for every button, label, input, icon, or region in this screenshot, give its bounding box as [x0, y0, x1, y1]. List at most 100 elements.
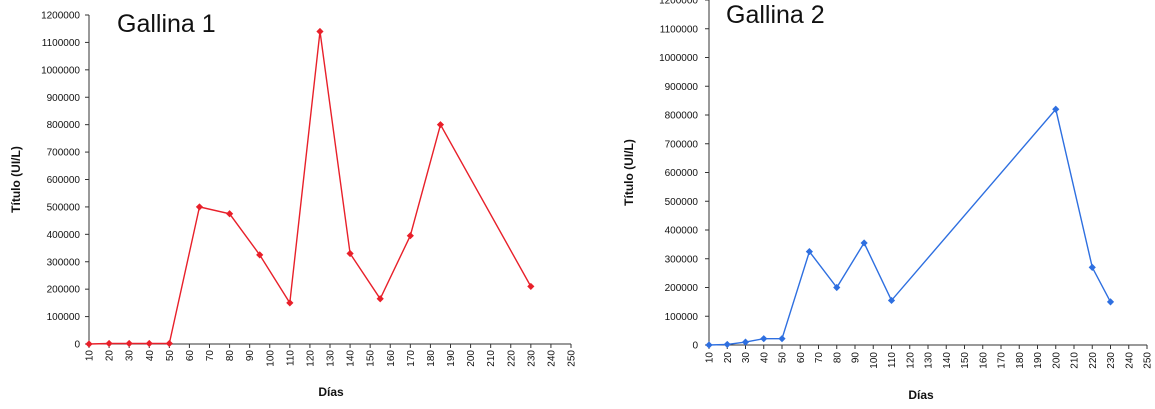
data-point-marker: [1106, 298, 1115, 306]
data-point-marker: [256, 251, 264, 259]
y-tick-label: 0: [74, 340, 80, 351]
data-point-marker: [805, 247, 813, 256]
x-tick-label: 250: [1143, 352, 1154, 369]
x-axis-title: Días: [908, 388, 934, 402]
x-tick-label: 110: [285, 350, 296, 366]
y-tick-label: 600000: [665, 168, 699, 179]
data-point-marker: [376, 295, 384, 303]
y-tick-label: 200000: [47, 285, 81, 296]
x-tick-label: 170: [997, 352, 1008, 369]
data-point-marker: [145, 339, 153, 348]
y-tick-label: 1000000: [659, 53, 698, 64]
y-tick-label: 1200000: [41, 11, 80, 22]
x-tick-label: 100: [265, 350, 276, 367]
x-tick-label: 80: [832, 352, 843, 364]
x-tick-label: 80: [225, 350, 236, 362]
y-tick-label: 400000: [47, 230, 81, 241]
data-point-marker: [860, 239, 868, 247]
y-tick-label: 1100000: [660, 24, 699, 35]
x-tick-label: 60: [185, 350, 196, 362]
data-point-marker: [85, 340, 93, 348]
y-tick-label: 500000: [47, 202, 81, 213]
x-tick-label: 220: [1088, 352, 1099, 369]
y-tick-label: 300000: [47, 257, 81, 268]
series-line: [88, 31, 532, 345]
x-axis-title: Días: [318, 385, 344, 399]
data-point-marker: [225, 210, 234, 218]
data-point-marker: [1052, 105, 1060, 113]
data-point-marker: [195, 203, 204, 211]
y-tick-label: 500000: [665, 197, 699, 208]
x-tick-label: 40: [759, 352, 770, 364]
y-tick-label: 100000: [47, 312, 81, 323]
y-tick-label: 600000: [47, 175, 81, 186]
x-tick-label: 120: [305, 350, 316, 367]
data-point-marker: [316, 27, 324, 36]
x-tick-label: 190: [1033, 352, 1044, 369]
x-tick-label: 120: [905, 352, 916, 369]
y-tick-label: 1200000: [659, 0, 698, 7]
data-point-marker: [105, 339, 113, 348]
x-tick-label: 50: [778, 352, 789, 364]
data-point-marker: [125, 339, 133, 348]
data-point-marker: [346, 249, 354, 258]
x-tick-label: 60: [796, 352, 807, 364]
chart-panel-1: 0 100000 200000 300000 400000 500000 600000 700…: [9, 10, 578, 399]
x-tick-label: 10: [85, 350, 96, 362]
x-tick-label: 10: [705, 352, 716, 364]
y-tick-label: 800000: [665, 111, 699, 122]
x-tick-label: 240: [546, 350, 557, 367]
series-line: [708, 107, 1112, 346]
data-point-marker: [760, 335, 768, 343]
x-tick-label: 210: [486, 350, 497, 367]
x-tick-label: 130: [924, 352, 935, 369]
data-point-marker: [723, 340, 731, 349]
data-point-marker: [887, 296, 896, 305]
x-tick-label: 180: [1015, 352, 1026, 369]
x-tick-label: 40: [145, 350, 156, 362]
data-point-marker: [741, 338, 750, 346]
x-tick-label: 200: [1051, 352, 1062, 369]
x-tick-label: 230: [1106, 352, 1117, 369]
y-tick-label: 100000: [665, 312, 699, 323]
x-tick-label: 250: [567, 350, 578, 367]
x-tick-label: 180: [426, 350, 437, 367]
y-tick-label: 300000: [665, 254, 699, 265]
data-point-marker: [778, 335, 786, 343]
y-tick-label: 400000: [665, 226, 699, 237]
x-tick-label: 70: [205, 350, 216, 362]
x-tick-label: 20: [105, 350, 116, 362]
x-tick-label: 160: [978, 352, 989, 369]
y-tick-label: 1100000: [42, 38, 81, 49]
x-tick-label: 230: [526, 350, 537, 367]
data-point-marker: [436, 121, 445, 129]
x-tick-label: 150: [366, 350, 377, 367]
x-tick-label: 150: [960, 352, 971, 369]
data-point-marker: [406, 232, 414, 240]
x-tick-label: 130: [326, 350, 337, 367]
x-tick-label: 220: [506, 350, 517, 367]
x-tick-label: 170: [406, 350, 417, 367]
x-tick-label: 240: [1124, 352, 1135, 369]
x-tick-label: 30: [125, 350, 136, 362]
x-tick-label: 20: [723, 352, 734, 364]
y-axis-title: Título (UI/L): [9, 146, 23, 213]
x-tick-label: 160: [386, 350, 397, 367]
x-tick-label: 140: [346, 350, 357, 367]
chart-title: Gallina 2: [726, 1, 825, 29]
chart-title: Gallina 1: [117, 10, 216, 38]
x-tick-label: 210: [1070, 352, 1081, 369]
y-tick-label: 700000: [47, 148, 81, 159]
data-point-marker: [165, 339, 173, 348]
x-tick-label: 140: [942, 352, 953, 369]
chart-panel-2: 0 100000 200000 300000 400000 500000 600000 700…: [622, 0, 1154, 402]
data-point-marker: [527, 282, 535, 291]
y-tick-label: 1000000: [41, 65, 80, 76]
x-tick-label: 90: [245, 350, 256, 362]
x-tick-label: 90: [851, 352, 862, 364]
x-tick-label: 50: [165, 350, 176, 362]
x-tick-label: 110: [887, 352, 898, 368]
y-tick-label: 800000: [47, 120, 81, 131]
